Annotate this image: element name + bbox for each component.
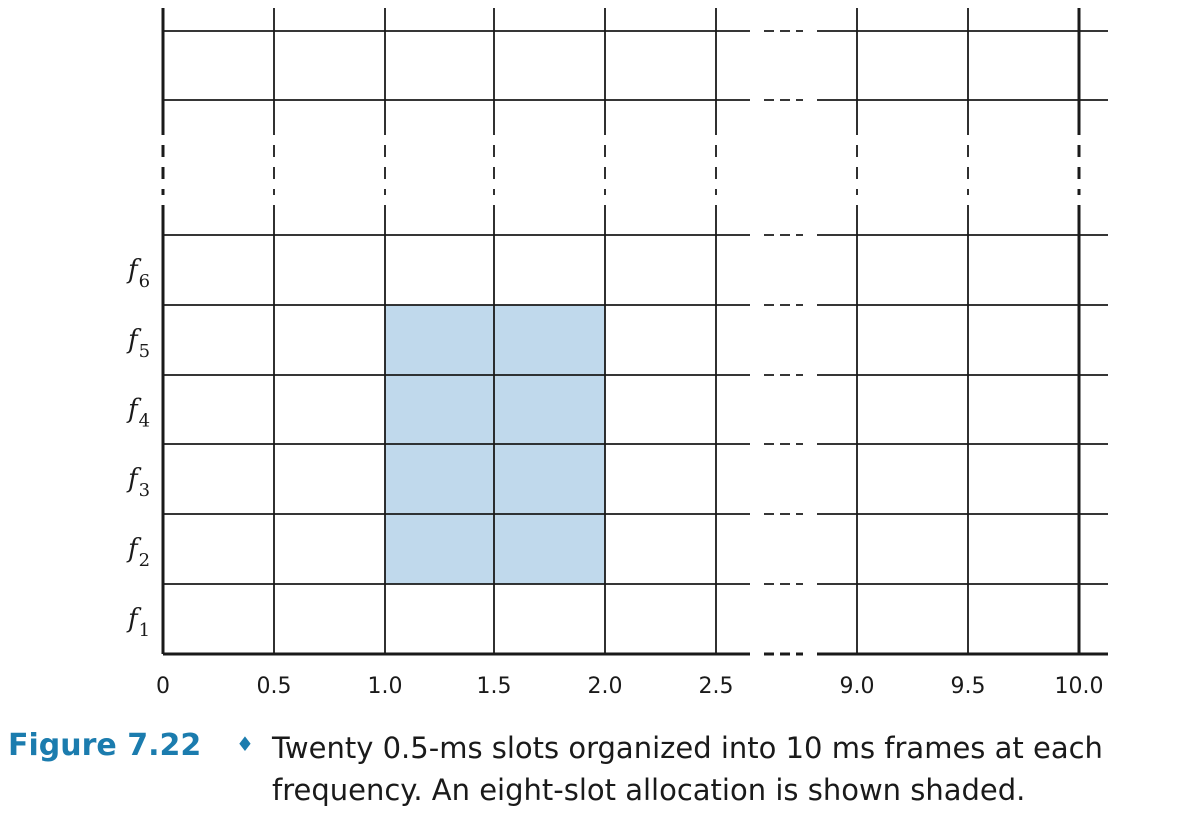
x-tick-label-2: 1.0	[368, 674, 403, 699]
x-tick-label-8: 10.0	[1055, 674, 1104, 699]
x-tick-label-6: 9.0	[840, 674, 875, 699]
slot-grid-diagram: 0 0.5 1.0 1.5 2.0 2.5 9.0 9.5 10.0 f1 f2 f3 f4 f5 f6	[126, 8, 1108, 699]
diamond-bullet-icon: ♦	[236, 732, 254, 756]
x-tick-label-3: 1.5	[477, 674, 512, 699]
caption-text: Twenty 0.5-ms slots organized into 10 ms…	[272, 731, 1103, 807]
x-tick-label-1: 0.5	[257, 674, 292, 699]
frequency-label-2: f2	[126, 534, 150, 571]
x-tick-label-5: 2.5	[699, 674, 734, 699]
frequency-label-3: f3	[126, 464, 150, 501]
x-tick-label-7: 9.5	[951, 674, 986, 699]
figure-number: Figure 7.22	[8, 728, 202, 763]
x-tick-label-4: 2.0	[588, 674, 623, 699]
frequency-label-4: f4	[126, 395, 150, 432]
frequency-labels: f1 f2 f3 f4 f5 f6	[126, 255, 150, 641]
frequency-label-5: f5	[126, 325, 150, 362]
frequency-label-1: f1	[126, 604, 150, 641]
frequency-label-6: f6	[126, 255, 150, 292]
grid-lines-layer	[161, 8, 1108, 656]
time-axis-labels: 0 0.5 1.0 1.5 2.0 2.5 9.0 9.5 10.0	[156, 674, 1103, 699]
figure-caption: Figure 7.22 ♦ Twenty 0.5-ms slots organi…	[0, 726, 1189, 818]
x-tick-label-0: 0	[156, 674, 170, 699]
